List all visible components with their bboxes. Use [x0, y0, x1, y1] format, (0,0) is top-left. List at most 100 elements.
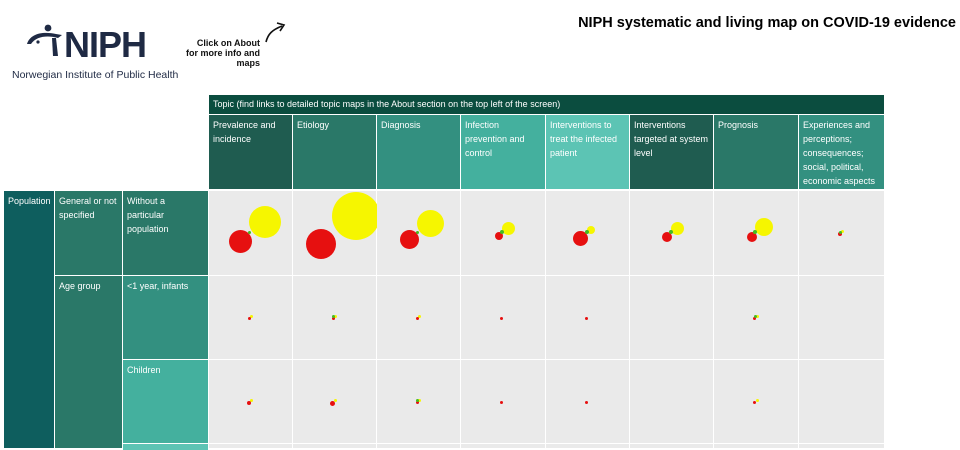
- evidence-cell[interactable]: [293, 444, 376, 448]
- evidence-cell[interactable]: [799, 360, 884, 443]
- bubble-yellow[interactable]: [332, 192, 381, 241]
- bubble-red[interactable]: [584, 317, 588, 321]
- evidence-cell[interactable]: [461, 444, 545, 448]
- topic-column-header[interactable]: Prevalence and incidence: [209, 115, 292, 189]
- population-group-header[interactable]: Age group: [55, 276, 122, 448]
- bubble-red[interactable]: [837, 232, 842, 237]
- evidence-cell[interactable]: [377, 444, 460, 448]
- bubble-red[interactable]: [228, 229, 252, 253]
- evidence-cell[interactable]: [461, 360, 545, 443]
- bubble-red[interactable]: [662, 231, 672, 242]
- curved-arrow-icon: [265, 22, 286, 43]
- bubble-red[interactable]: [415, 317, 419, 321]
- bubble-green[interactable]: [416, 230, 419, 234]
- bubble-yellow[interactable]: [334, 398, 338, 402]
- bubble-yellow[interactable]: [755, 314, 759, 318]
- evidence-cell[interactable]: [377, 191, 460, 275]
- evidence-cell[interactable]: [630, 191, 713, 275]
- population-subgroup-header[interactable]: Without a particular population: [123, 191, 208, 275]
- bubble-green[interactable]: [416, 399, 419, 402]
- population-subgroup-header[interactable]: Children: [123, 360, 208, 443]
- evidence-cell[interactable]: [799, 444, 884, 448]
- bubble-green[interactable]: [668, 230, 673, 234]
- bubble-green[interactable]: [248, 230, 251, 234]
- bubble-green[interactable]: [584, 230, 589, 234]
- evidence-cell[interactable]: [209, 360, 292, 443]
- bubble-yellow[interactable]: [418, 314, 422, 318]
- bubble-yellow[interactable]: [587, 226, 596, 235]
- bubble-red[interactable]: [306, 228, 336, 259]
- evidence-cell[interactable]: [799, 191, 884, 275]
- bubble-green[interactable]: [332, 315, 335, 318]
- bubble-yellow[interactable]: [755, 217, 774, 236]
- logo-subtitle: Norwegian Institute of Public Health: [12, 69, 179, 81]
- bubble-yellow[interactable]: [334, 314, 338, 318]
- population-subgroup-header[interactable]: [123, 444, 208, 450]
- bubble-red[interactable]: [753, 317, 757, 321]
- niph-logo[interactable]: NIPH Norwegian Institute of Public Healt…: [12, 22, 202, 84]
- page-title: NIPH systematic and living map on COVID-…: [578, 15, 956, 31]
- topic-column-header[interactable]: Infection prevention and control: [461, 115, 545, 189]
- bubble-red[interactable]: [246, 400, 251, 405]
- bubble-green[interactable]: [753, 230, 757, 234]
- bubble-yellow[interactable]: [755, 398, 759, 402]
- topic-column-header[interactable]: Prognosis: [714, 115, 798, 189]
- bubble-yellow[interactable]: [670, 221, 684, 235]
- evidence-cell[interactable]: [546, 444, 629, 448]
- evidence-cell[interactable]: [714, 444, 798, 448]
- evidence-cell[interactable]: [630, 360, 713, 443]
- bubble-yellow[interactable]: [248, 205, 281, 238]
- population-label: Population: [4, 191, 54, 448]
- bubble-red[interactable]: [500, 401, 504, 405]
- population-group-header[interactable]: General or not specified: [55, 191, 122, 275]
- bubble-yellow[interactable]: [418, 398, 422, 402]
- evidence-cell[interactable]: [293, 360, 376, 443]
- bubble-yellow[interactable]: [250, 398, 254, 402]
- bubble-green[interactable]: [839, 230, 842, 234]
- population-subgroup-header[interactable]: <1 year, infants: [123, 276, 208, 359]
- evidence-cell[interactable]: [209, 444, 292, 448]
- evidence-cell[interactable]: [714, 360, 798, 443]
- bubble-green[interactable]: [753, 315, 757, 318]
- bubble-yellow[interactable]: [250, 314, 254, 318]
- bubble-green[interactable]: [500, 230, 504, 234]
- evidence-cell[interactable]: [546, 360, 629, 443]
- evidence-cell[interactable]: [799, 276, 884, 359]
- evidence-cell[interactable]: [546, 191, 629, 275]
- bubble-red[interactable]: [400, 230, 420, 250]
- evidence-cell[interactable]: [209, 276, 292, 359]
- evidence-cell[interactable]: [714, 276, 798, 359]
- evidence-cell[interactable]: [714, 191, 798, 275]
- bubble-red[interactable]: [500, 317, 504, 321]
- bubble-red[interactable]: [753, 401, 757, 405]
- bubble-red[interactable]: [247, 317, 251, 321]
- bubble-red[interactable]: [573, 230, 589, 246]
- bubble-red[interactable]: [331, 317, 335, 321]
- bubble-yellow[interactable]: [841, 230, 845, 234]
- bubble-yellow[interactable]: [417, 210, 445, 238]
- evidence-cell[interactable]: [630, 276, 713, 359]
- bubble-red[interactable]: [329, 400, 335, 406]
- bubble-red[interactable]: [495, 231, 504, 240]
- topic-column-header[interactable]: Interventions to treat the infected pati…: [546, 115, 629, 189]
- niph-logo-mark-icon: [27, 24, 62, 56]
- topic-column-header[interactable]: Etiology: [293, 115, 376, 189]
- topic-column-header[interactable]: Experiences and perceptions; consequence…: [799, 115, 884, 189]
- topic-column-header[interactable]: Diagnosis: [377, 115, 460, 189]
- bubble-red[interactable]: [584, 401, 588, 405]
- evidence-cell[interactable]: [377, 276, 460, 359]
- about-note: Click on About for more info and maps: [186, 38, 260, 68]
- evidence-cell[interactable]: [461, 276, 545, 359]
- evidence-cell[interactable]: [209, 191, 292, 275]
- evidence-cell[interactable]: [293, 191, 381, 275]
- evidence-cell[interactable]: [377, 360, 460, 443]
- logo-text: NIPH: [64, 24, 147, 65]
- bubble-red[interactable]: [746, 231, 757, 242]
- evidence-cell[interactable]: [630, 444, 713, 448]
- evidence-cell[interactable]: [461, 191, 545, 275]
- bubble-yellow[interactable]: [502, 221, 516, 235]
- topic-column-header[interactable]: Interventions targeted at system level: [630, 115, 713, 189]
- evidence-cell[interactable]: [546, 276, 629, 359]
- bubble-red[interactable]: [415, 401, 419, 405]
- evidence-cell[interactable]: [293, 276, 376, 359]
